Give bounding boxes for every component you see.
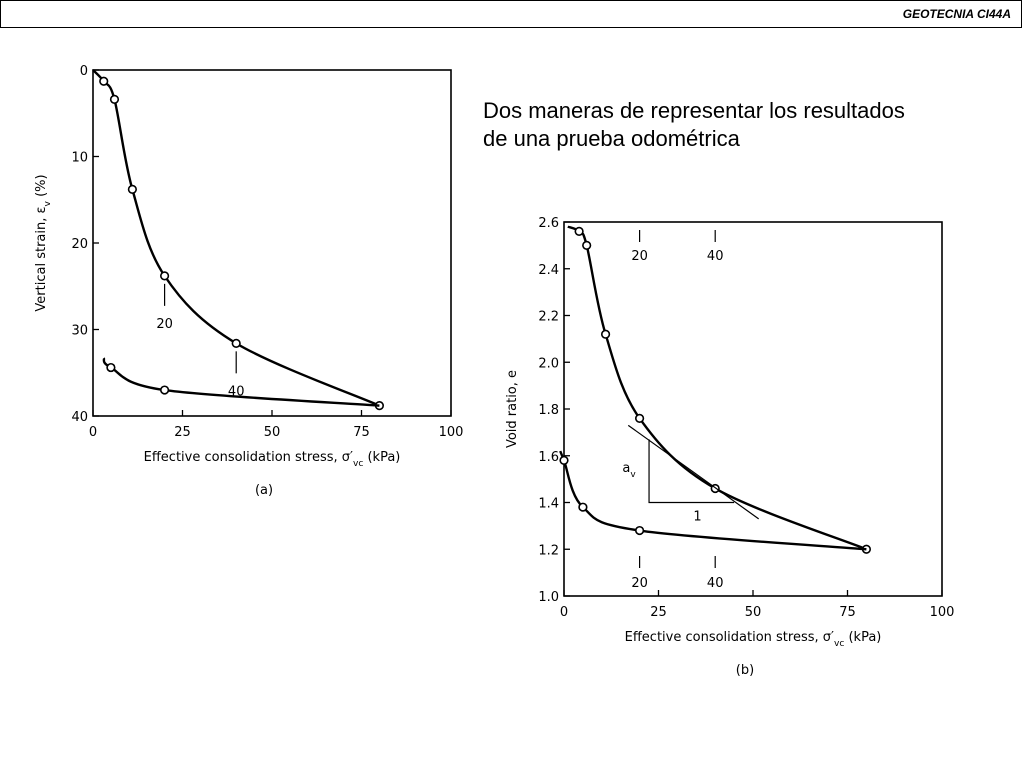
- y-axis-label: Void ratio, e: [505, 370, 520, 448]
- data-point-loading: [127, 184, 137, 194]
- x-tick-label: 50: [264, 425, 281, 440]
- data-point-unloading: [634, 525, 645, 536]
- y-tick-label: 1.2: [538, 543, 559, 558]
- x-axis-label: Effective consolidation stress, σ′vc (kP…: [625, 630, 882, 649]
- x-axis-label: Effective consolidation stress, σ′vc (kP…: [144, 450, 401, 469]
- x-tick-label: 25: [174, 425, 191, 440]
- panel-label: (b): [736, 663, 754, 678]
- y-tick-label: 1.8: [538, 403, 559, 418]
- data-point-loading: [600, 329, 611, 339]
- series-line-loading: [567, 225, 867, 551]
- y-tick-label: 20: [71, 237, 88, 252]
- annotation-label: 20: [631, 249, 648, 264]
- slope-triangle: [648, 439, 735, 504]
- chart-a: 0 25 50 75 100 0 10 20 30 40 Effective consolidati…: [34, 64, 463, 498]
- slope-run-label: 1: [693, 510, 701, 525]
- slide-title-line-2: de una prueba odométrica: [483, 126, 740, 151]
- data-point-loading: [109, 94, 120, 105]
- annotation-label: 40: [707, 249, 724, 264]
- course-label: GEOTECNIA CI44A: [902, 7, 1011, 21]
- data-point-loading: [634, 413, 645, 423]
- data-point-loading: [582, 240, 592, 250]
- x-tick-label: 75: [353, 425, 370, 440]
- data-point-unloading: [106, 362, 116, 373]
- y-axis-label: Vertical strain, εv (%): [34, 174, 53, 311]
- y-tick-label: 2.4: [538, 263, 559, 278]
- x-tick-label: 0: [560, 605, 568, 620]
- y-tick-label: 2.0: [538, 356, 559, 371]
- x-tick-label: 100: [439, 425, 464, 440]
- x-tick-label: 0: [89, 425, 97, 440]
- data-point-unloading: [578, 502, 588, 512]
- slide-title: Dos maneras de representar los resultado…: [483, 97, 1003, 153]
- tangent-line: [627, 424, 760, 520]
- annotation-label: 40: [707, 576, 724, 591]
- y-tick-label: 30: [71, 324, 88, 339]
- slide-title-line-1: Dos maneras de representar los resultado…: [483, 98, 905, 123]
- series-line-unloading: [102, 357, 380, 407]
- chart-b: 0 25 50 75 100 1.0 1.2 1.4 1.6 1.8 2.0 2.2 2.4 2.6 Eff…: [505, 216, 954, 678]
- data-point-loading: [231, 338, 241, 348]
- annotation-label: 20: [156, 317, 173, 332]
- plot-frame: [92, 69, 452, 417]
- data-point-loading: [574, 226, 584, 236]
- y-tick-label: 1.6: [538, 450, 559, 465]
- y-tick-label: 10: [71, 151, 88, 166]
- series-line-unloading: [559, 450, 867, 551]
- x-tick-label: 25: [650, 605, 667, 620]
- x-tick-label: 75: [839, 605, 856, 620]
- y-tick-label: 40: [71, 410, 88, 425]
- y-tick-label: 0: [80, 64, 88, 79]
- y-tick-label: 2.2: [538, 310, 559, 325]
- y-tick-label: 1.4: [538, 497, 559, 512]
- data-point-loading: [99, 76, 109, 86]
- annotation-label: 40: [228, 384, 245, 399]
- panel-label: (a): [255, 483, 273, 498]
- data-point-unloading: [559, 455, 569, 466]
- data-point-loading: [160, 271, 170, 281]
- slope-height-label: av: [622, 461, 636, 480]
- x-tick-label: 100: [930, 605, 955, 620]
- data-point-unloading: [160, 385, 170, 395]
- header-bar: GEOTECNIA CI44A: [0, 0, 1022, 28]
- x-tick-label: 50: [745, 605, 762, 620]
- y-tick-label: 1.0: [538, 590, 559, 605]
- annotation-label: 20: [631, 576, 648, 591]
- y-tick-label: 2.6: [538, 216, 559, 231]
